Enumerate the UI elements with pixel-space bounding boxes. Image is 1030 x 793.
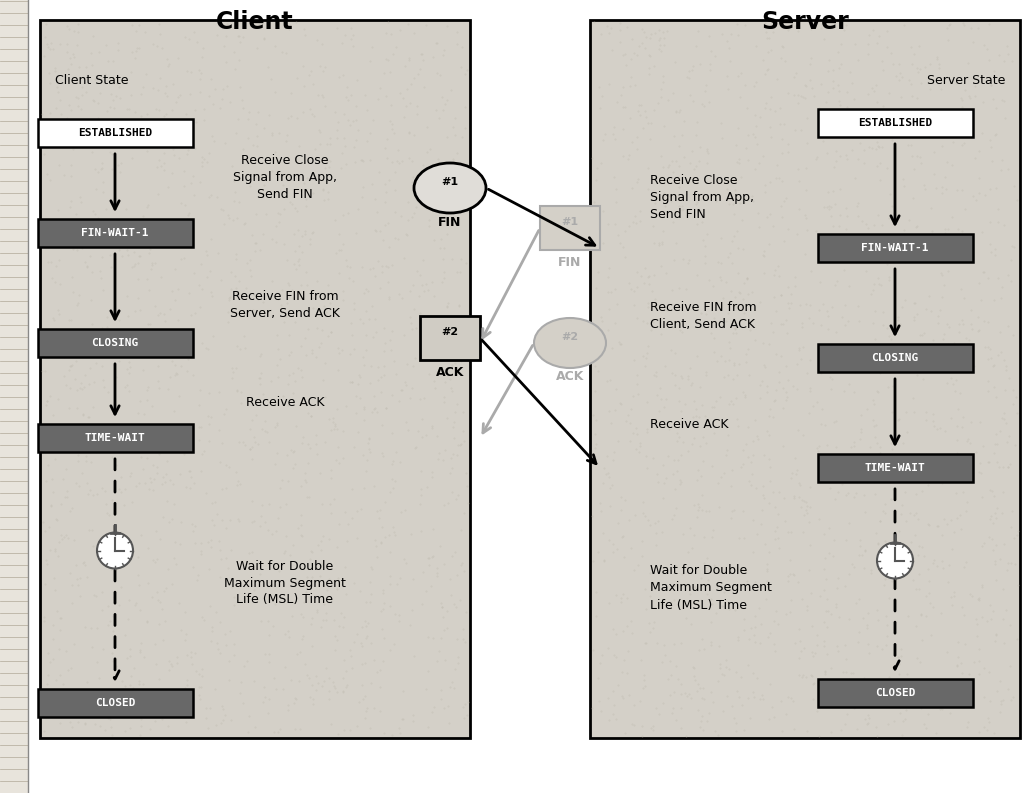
Bar	[818, 234, 972, 262]
Text: Receive ACK: Receive ACK	[650, 419, 728, 431]
Text: CLOSED: CLOSED	[95, 698, 135, 708]
Bar	[818, 679, 972, 707]
Text: Server: Server	[761, 10, 849, 34]
Bar	[818, 454, 972, 482]
Ellipse shape	[534, 318, 606, 368]
Bar	[37, 329, 193, 357]
Bar	[37, 119, 193, 147]
Bar	[0, 0, 28, 793]
Text: Client State: Client State	[55, 74, 129, 86]
Ellipse shape	[414, 163, 486, 213]
Text: TIME-WAIT: TIME-WAIT	[84, 433, 145, 443]
Text: Receive Close
Signal from App,
Send FIN: Receive Close Signal from App, Send FIN	[233, 155, 337, 201]
Text: ESTABLISHED: ESTABLISHED	[858, 118, 932, 128]
Text: Wait for Double
Maximum Segment
Life (MSL) Time: Wait for Double Maximum Segment Life (MS…	[225, 560, 346, 607]
Bar	[37, 689, 193, 717]
Text: FIN: FIN	[439, 216, 461, 228]
Text: Client: Client	[216, 10, 294, 34]
Bar	[37, 424, 193, 452]
Text: FIN-WAIT-1: FIN-WAIT-1	[81, 228, 148, 238]
Text: Wait for Double
Maximum Segment
Life (MSL) Time: Wait for Double Maximum Segment Life (MS…	[650, 565, 771, 611]
Text: CLOSED: CLOSED	[874, 688, 916, 698]
Text: Receive FIN from
Server, Send ACK: Receive FIN from Server, Send ACK	[230, 290, 340, 320]
Text: ESTABLISHED: ESTABLISHED	[78, 128, 152, 138]
Text: #1: #1	[442, 177, 458, 187]
Bar	[818, 109, 972, 137]
Text: ACK: ACK	[436, 366, 465, 378]
Bar	[590, 20, 1020, 738]
Bar	[818, 344, 972, 372]
Text: CLOSING: CLOSING	[92, 338, 139, 348]
Text: TIME-WAIT: TIME-WAIT	[864, 463, 925, 473]
Bar	[37, 219, 193, 247]
Text: Receive Close
Signal from App,
Send FIN: Receive Close Signal from App, Send FIN	[650, 174, 754, 221]
Text: FIN: FIN	[558, 255, 582, 269]
Text: Receive FIN from
Client, Send ACK: Receive FIN from Client, Send ACK	[650, 301, 757, 331]
Text: CLOSING: CLOSING	[871, 353, 919, 363]
Text: #2: #2	[561, 332, 579, 342]
Text: #2: #2	[442, 327, 458, 337]
Text: Receive ACK: Receive ACK	[246, 396, 324, 409]
Bar	[40, 20, 470, 738]
Circle shape	[877, 542, 913, 579]
Text: #1: #1	[561, 217, 579, 227]
Bar	[540, 206, 600, 250]
Circle shape	[97, 533, 133, 569]
Text: ACK: ACK	[556, 370, 584, 384]
Text: FIN-WAIT-1: FIN-WAIT-1	[861, 243, 929, 253]
Text: Server State: Server State	[927, 74, 1005, 86]
Bar	[420, 316, 480, 360]
